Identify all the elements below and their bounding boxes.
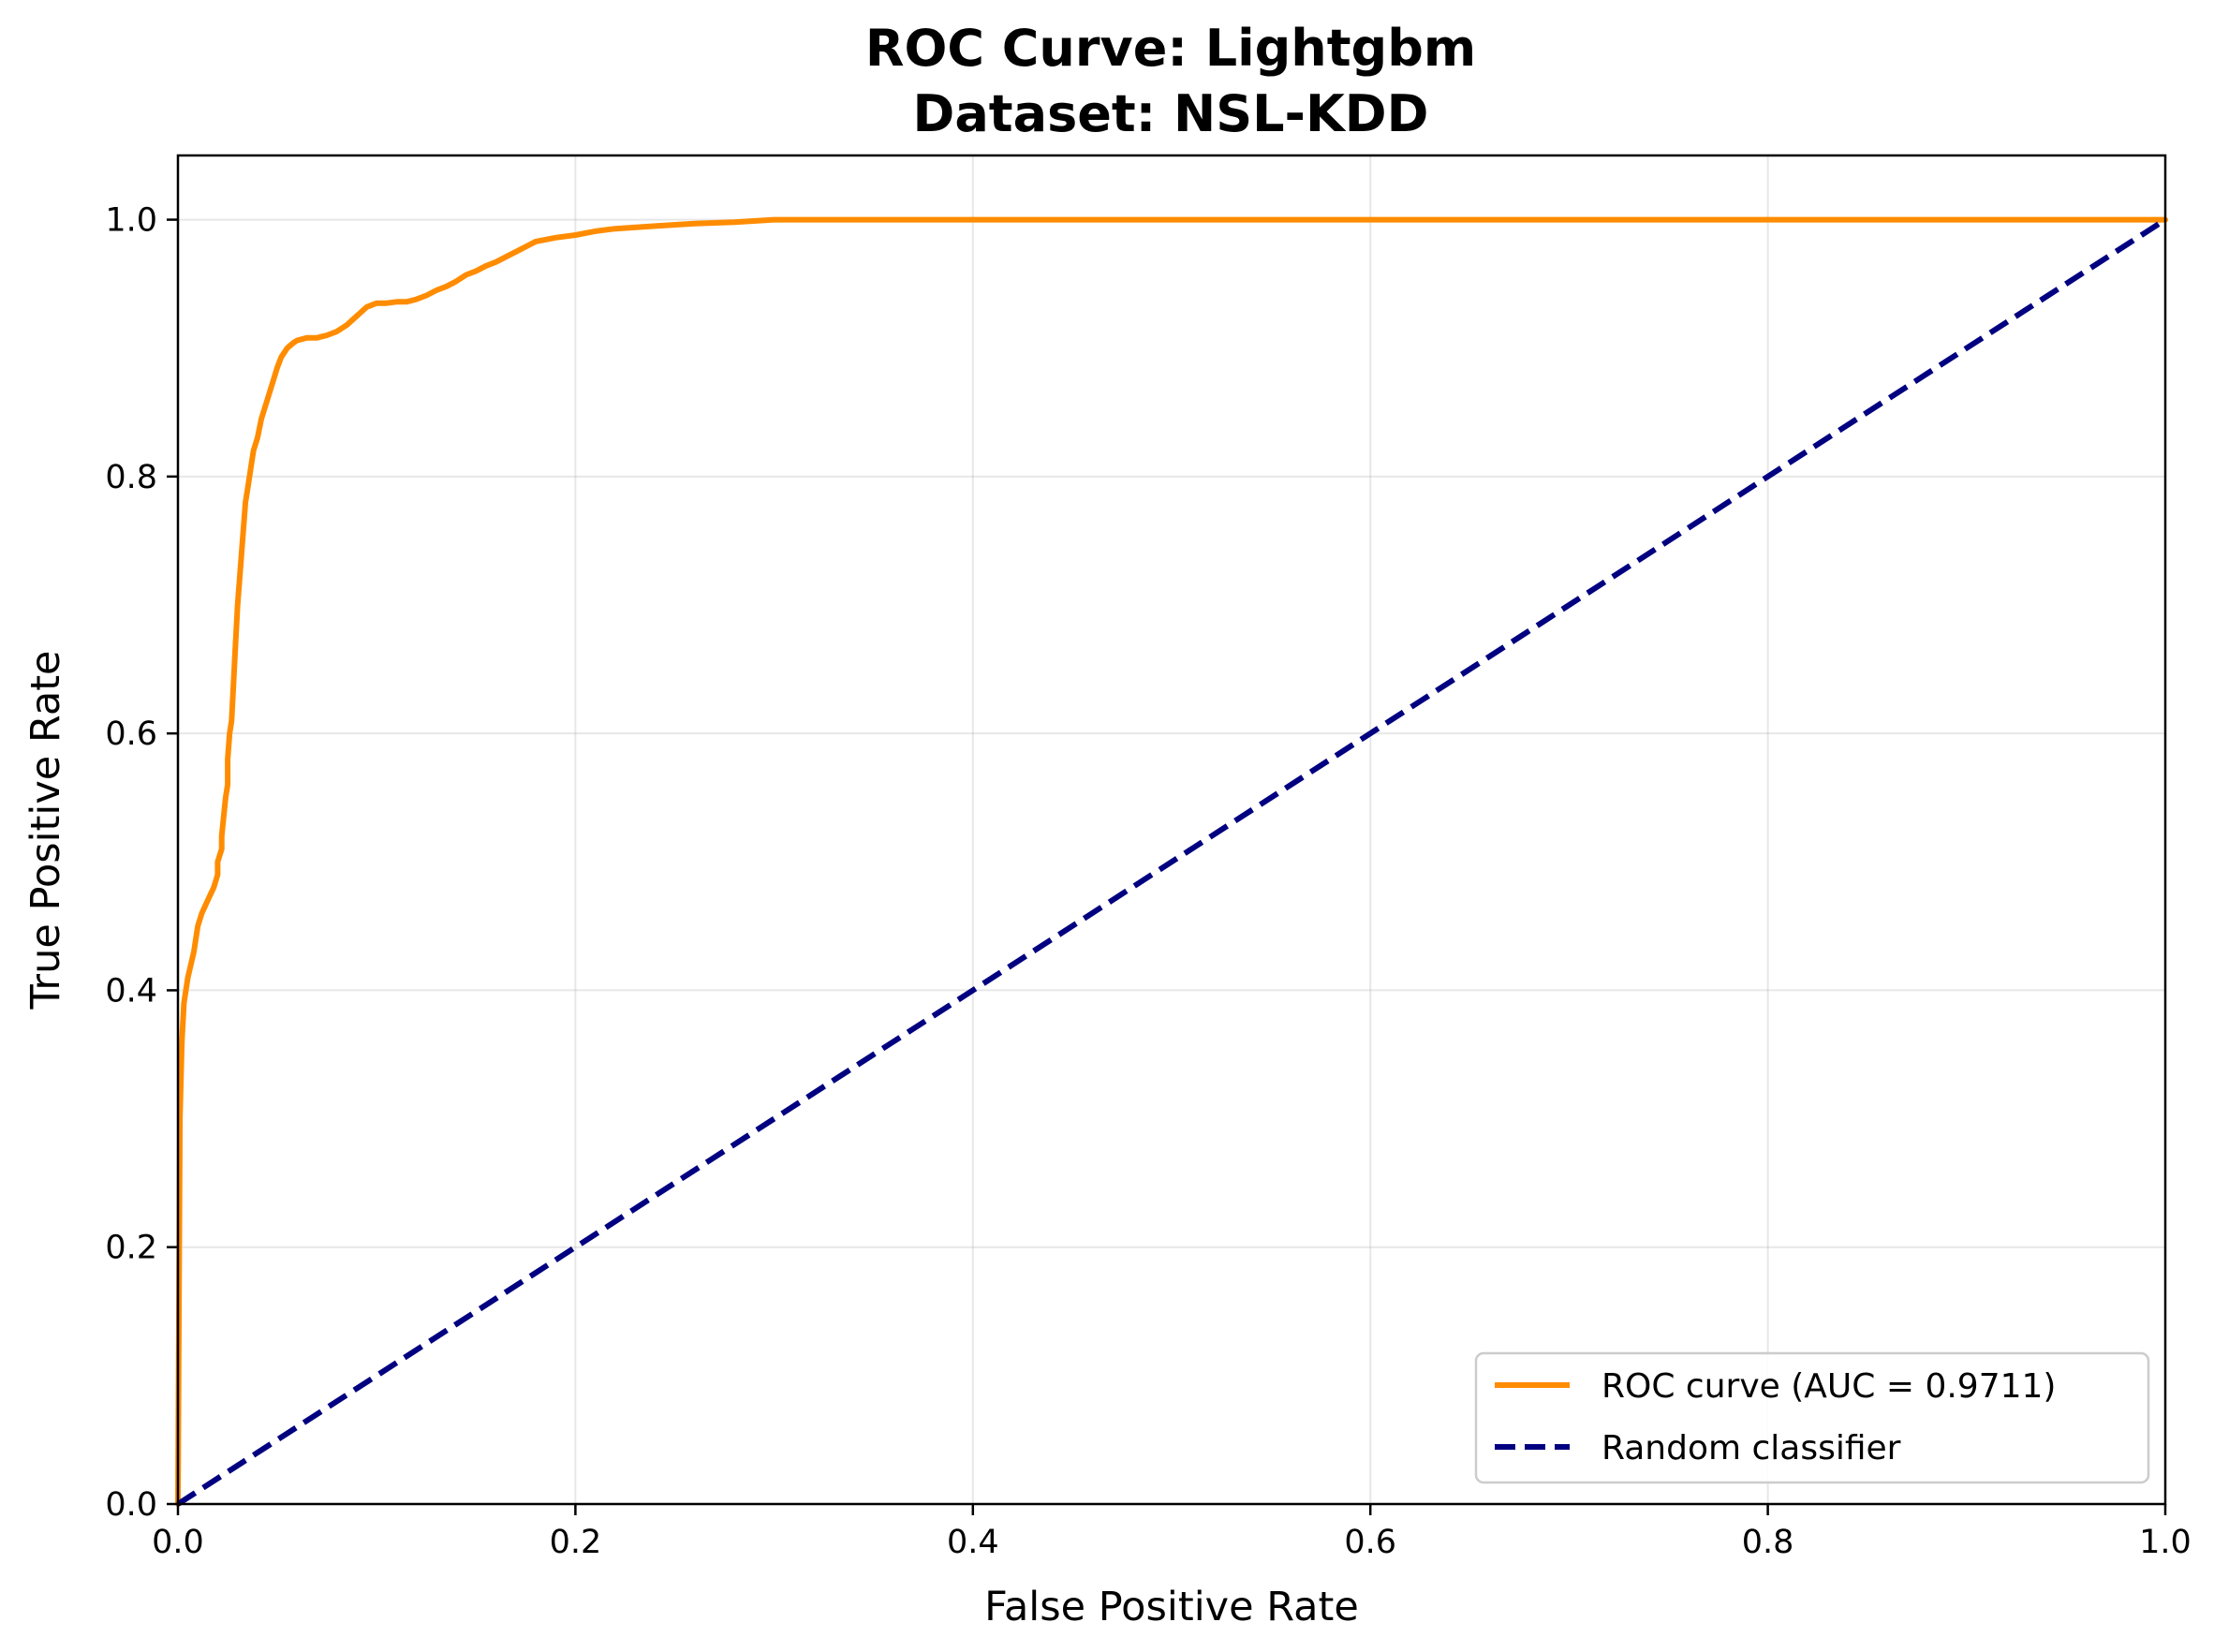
y-tick-label: 1.0	[105, 202, 157, 240]
plot-area	[175, 216, 2168, 1507]
y-tick-label: 0.4	[105, 972, 157, 1010]
chart-title: ROC Curve: Lightgbm	[865, 19, 1476, 78]
x-tick-label: 0.8	[1742, 1524, 1794, 1561]
roc-curve-line	[175, 216, 2168, 1507]
legend-label-roc: ROC curve (AUC = 0.9711)	[1601, 1367, 2056, 1406]
x-tick-label: 1.0	[2139, 1524, 2192, 1561]
grid-lines	[177, 155, 2166, 1505]
x-tick-label: 0.4	[947, 1524, 999, 1561]
legend: ROC curve (AUC = 0.9711) Random classifi…	[1474, 1351, 2150, 1484]
random-classifier-line	[176, 217, 2167, 1507]
y-tick-label: 0.6	[105, 715, 157, 753]
x-axis-ticks: 0.0 0.2 0.4 0.6 0.8 1.0	[152, 1504, 2192, 1561]
x-tick-label: 0.6	[1344, 1524, 1396, 1561]
y-axis-ticks: 0.0 0.2 0.4 0.6 0.8 1.0	[105, 202, 178, 1524]
x-tick-label: 0.2	[550, 1524, 602, 1561]
y-tick-label: 0.8	[105, 459, 157, 496]
y-tick-label: 0.2	[105, 1230, 157, 1267]
x-axis-label: False Positive Rate	[984, 1584, 1359, 1630]
legend-box	[1474, 1351, 2150, 1484]
x-tick-label: 0.0	[152, 1524, 204, 1561]
chart-subtitle: Dataset: NSL-KDD	[913, 84, 1429, 143]
y-tick-label: 0.0	[105, 1486, 157, 1524]
plot-frame	[176, 154, 2167, 1506]
y-axis-label: True Positive Rate	[22, 650, 69, 1010]
legend-label-random: Random classifier	[1601, 1429, 1901, 1468]
